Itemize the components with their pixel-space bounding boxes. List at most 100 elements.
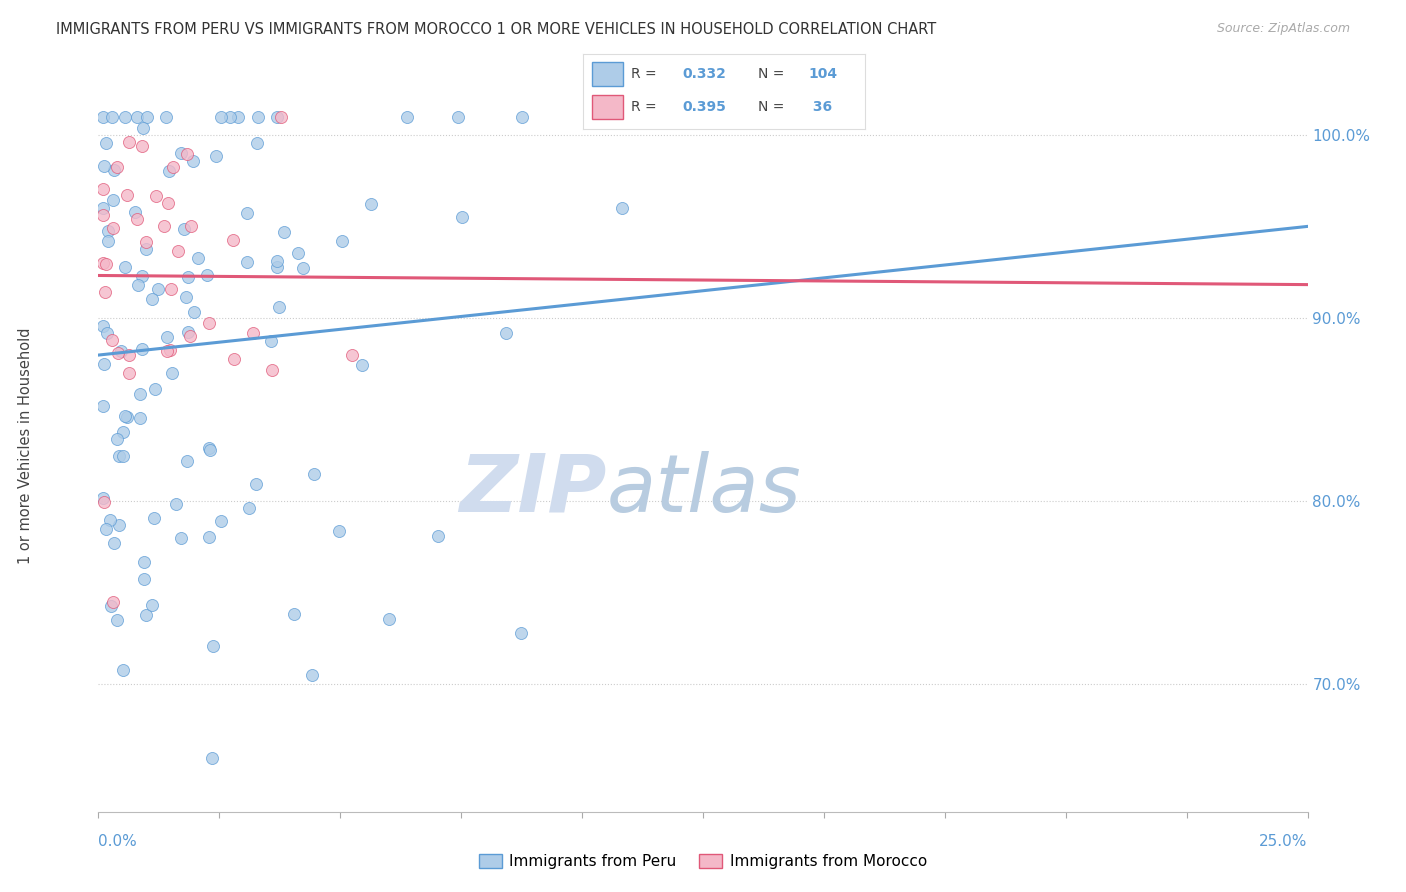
Point <box>91 256 114 270</box>
Point <box>245 136 267 150</box>
Point <box>222 352 245 367</box>
Point <box>209 514 232 528</box>
Point <box>103 193 125 207</box>
Point <box>166 244 188 259</box>
Point <box>291 260 314 275</box>
Point <box>145 189 167 203</box>
Point <box>93 285 115 300</box>
Point <box>209 110 232 124</box>
Point <box>198 442 221 457</box>
Point <box>509 626 531 640</box>
Point <box>173 221 195 235</box>
Point <box>114 409 136 423</box>
Text: 25.0%: 25.0% <box>1260 834 1308 849</box>
Point <box>273 225 295 239</box>
Point <box>236 255 259 269</box>
Point <box>495 326 517 341</box>
Point <box>114 110 136 124</box>
Point <box>131 268 153 283</box>
Text: 0.395: 0.395 <box>682 101 725 114</box>
Point <box>360 197 382 211</box>
Point <box>270 110 292 124</box>
Point <box>181 153 204 168</box>
Point <box>94 256 117 270</box>
Point <box>153 219 176 234</box>
Point <box>176 146 198 161</box>
Point <box>132 120 155 135</box>
Point <box>93 357 115 371</box>
Point <box>183 305 205 319</box>
Point <box>612 202 634 216</box>
Point <box>94 136 117 151</box>
Point <box>103 536 125 550</box>
Point <box>283 607 305 621</box>
Point <box>236 206 259 220</box>
Point <box>93 182 115 196</box>
Point <box>301 668 323 682</box>
Point <box>176 454 198 468</box>
Point <box>98 513 121 527</box>
Point <box>262 363 284 377</box>
Point <box>141 598 163 612</box>
Point <box>101 221 124 235</box>
Point <box>114 260 136 274</box>
Point <box>304 467 326 481</box>
Point <box>124 205 146 219</box>
Point <box>222 233 245 247</box>
Point <box>141 293 163 307</box>
Point <box>177 326 200 340</box>
Point <box>238 500 260 515</box>
Point <box>242 326 264 340</box>
Point <box>118 366 141 380</box>
Point <box>112 449 135 463</box>
Text: N =: N = <box>758 101 789 114</box>
Point <box>155 110 177 124</box>
Point <box>97 235 120 249</box>
Point <box>91 318 114 333</box>
Point <box>93 495 115 509</box>
Point <box>132 572 155 586</box>
Point <box>162 161 184 175</box>
Point <box>105 432 128 446</box>
Point <box>117 188 139 202</box>
Point <box>197 316 219 330</box>
Point <box>103 163 125 178</box>
Text: 104: 104 <box>808 67 838 81</box>
Point <box>105 160 128 174</box>
Point <box>156 330 179 344</box>
Point <box>135 607 157 622</box>
Point <box>117 409 139 424</box>
Point <box>352 359 374 373</box>
Text: 0.332: 0.332 <box>682 67 725 81</box>
Point <box>174 290 197 304</box>
Point <box>510 110 533 124</box>
Point <box>129 387 152 401</box>
Point <box>177 270 200 285</box>
Point <box>170 531 193 545</box>
Legend: Immigrants from Peru, Immigrants from Morocco: Immigrants from Peru, Immigrants from Mo… <box>472 848 934 875</box>
Text: ZIP: ZIP <box>458 450 606 529</box>
Point <box>131 139 153 153</box>
Point <box>447 110 470 124</box>
Point <box>179 329 201 343</box>
Point <box>125 110 148 124</box>
Point <box>395 110 418 124</box>
Point <box>105 613 128 627</box>
Text: atlas: atlas <box>606 450 801 529</box>
Point <box>91 208 114 222</box>
Point <box>200 751 222 765</box>
Point <box>146 282 169 296</box>
Text: R =: R = <box>631 67 661 81</box>
Point <box>260 334 283 348</box>
Point <box>108 450 131 464</box>
Point <box>91 110 114 124</box>
Point <box>131 343 153 357</box>
Point <box>107 346 129 360</box>
Point <box>135 235 157 249</box>
Point <box>143 382 166 396</box>
Point <box>97 224 120 238</box>
Point <box>125 212 148 227</box>
Point <box>267 301 290 315</box>
Point <box>117 135 139 149</box>
Point <box>156 344 179 359</box>
